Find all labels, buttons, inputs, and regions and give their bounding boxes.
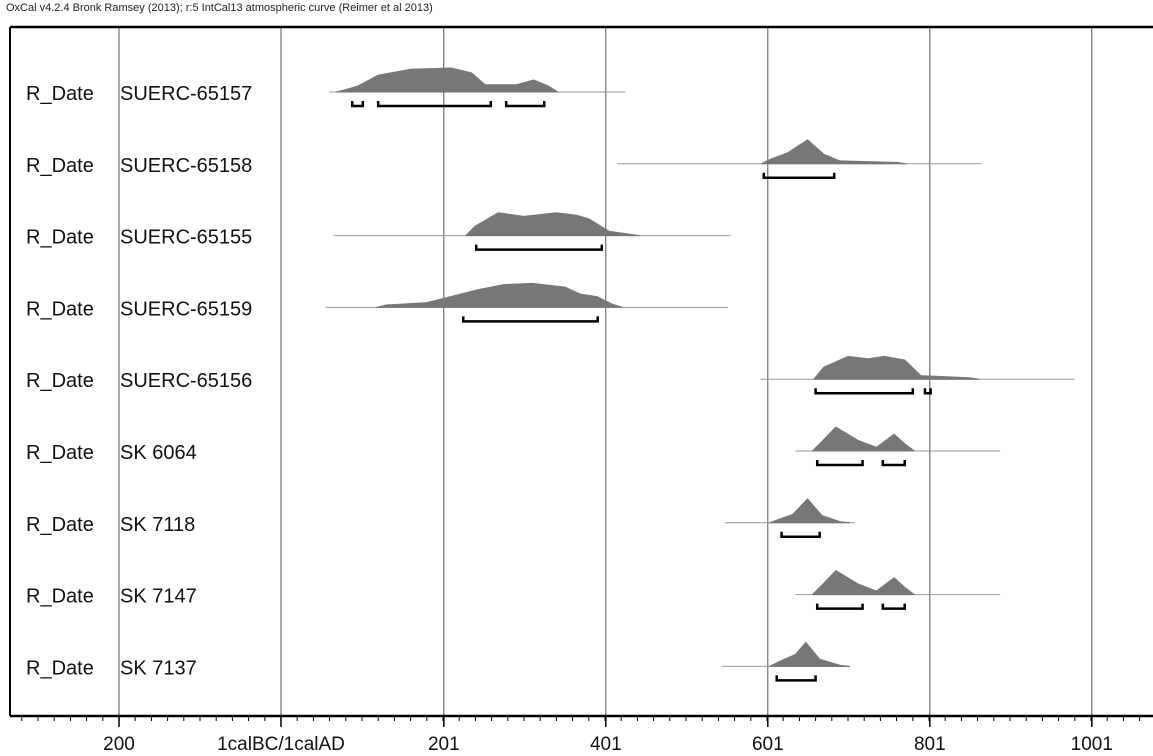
- date-prefix: R_Date: [26, 155, 94, 177]
- range-bracket: [923, 388, 932, 395]
- date-prefix: R_Date: [26, 442, 94, 464]
- date-name: SUERC-65155: [120, 227, 252, 249]
- tick-label: 1001: [1071, 734, 1113, 755]
- date-distribution: [724, 498, 855, 539]
- tick-label: 1calBC/1calAD: [217, 734, 345, 755]
- probability-area: [335, 67, 559, 93]
- probability-area: [465, 212, 640, 237]
- tick-label: 801: [914, 734, 946, 755]
- gridlines: [118, 27, 1093, 716]
- range-bracket: [351, 101, 365, 108]
- range-bracket: [462, 316, 599, 323]
- date-distribution: [333, 212, 731, 251]
- date-prefix: R_Date: [26, 83, 94, 105]
- probability-area: [760, 139, 907, 165]
- plot-frame: [9, 25, 1153, 716]
- date-prefix: R_Date: [26, 298, 94, 320]
- date-labels: R_Date SUERC-65157 R_Date SUERC-65158 R_Date…: [26, 83, 252, 679]
- date-name: SUERC-65159: [120, 298, 252, 320]
- range-bracket: [474, 244, 604, 251]
- range-bracket: [815, 460, 864, 467]
- date-name: SK 7118: [120, 514, 195, 536]
- tick-label: 401: [590, 734, 622, 755]
- date-distribution: [325, 282, 729, 323]
- date-prefix: R_Date: [26, 370, 94, 392]
- range-bracket: [814, 388, 915, 395]
- date-name: SK 6064: [120, 442, 197, 464]
- range-bracket: [762, 172, 836, 180]
- range-bracket: [881, 460, 906, 467]
- tick-label: 601: [752, 734, 784, 755]
- date-distribution: [760, 355, 1075, 395]
- date-name: SUERC-65158: [120, 155, 252, 177]
- date-prefix: R_Date: [26, 586, 94, 608]
- chart-header: OxCal v4.2.4 Bronk Ramsey (2013); r:5 In…: [6, 2, 433, 14]
- tick-label: 200: [103, 734, 135, 755]
- date-prefix: R_Date: [26, 514, 94, 536]
- range-bracket: [881, 603, 906, 610]
- date-distribution: [795, 426, 1001, 467]
- x-axis: 200 1calBC/1calAD 201 401 601 801 1001: [10, 714, 1153, 755]
- range-bracket: [376, 101, 493, 108]
- probability-area: [811, 570, 915, 596]
- probability-distributions: [325, 67, 1075, 682]
- probability-area: [768, 641, 851, 667]
- date-name: SK 7147: [120, 586, 197, 608]
- range-bracket: [775, 675, 817, 682]
- date-prefix: R_Date: [26, 227, 94, 249]
- date-name: SUERC-65157: [120, 83, 252, 105]
- probability-area: [768, 498, 851, 524]
- range-bracket: [815, 603, 864, 610]
- range-bracket: [780, 531, 821, 539]
- date-distribution: [721, 641, 851, 682]
- date-distribution: [329, 67, 626, 108]
- date-name: SUERC-65156: [120, 370, 252, 392]
- tick-label: 201: [428, 734, 460, 755]
- date-distribution: [617, 139, 982, 180]
- date-name: SK 7137: [120, 657, 197, 679]
- probability-area: [811, 426, 915, 452]
- range-bracket: [504, 101, 546, 108]
- date-distribution: [795, 570, 1001, 610]
- probability-area: [376, 282, 624, 308]
- probability-area: [813, 355, 980, 380]
- date-prefix: R_Date: [26, 657, 94, 679]
